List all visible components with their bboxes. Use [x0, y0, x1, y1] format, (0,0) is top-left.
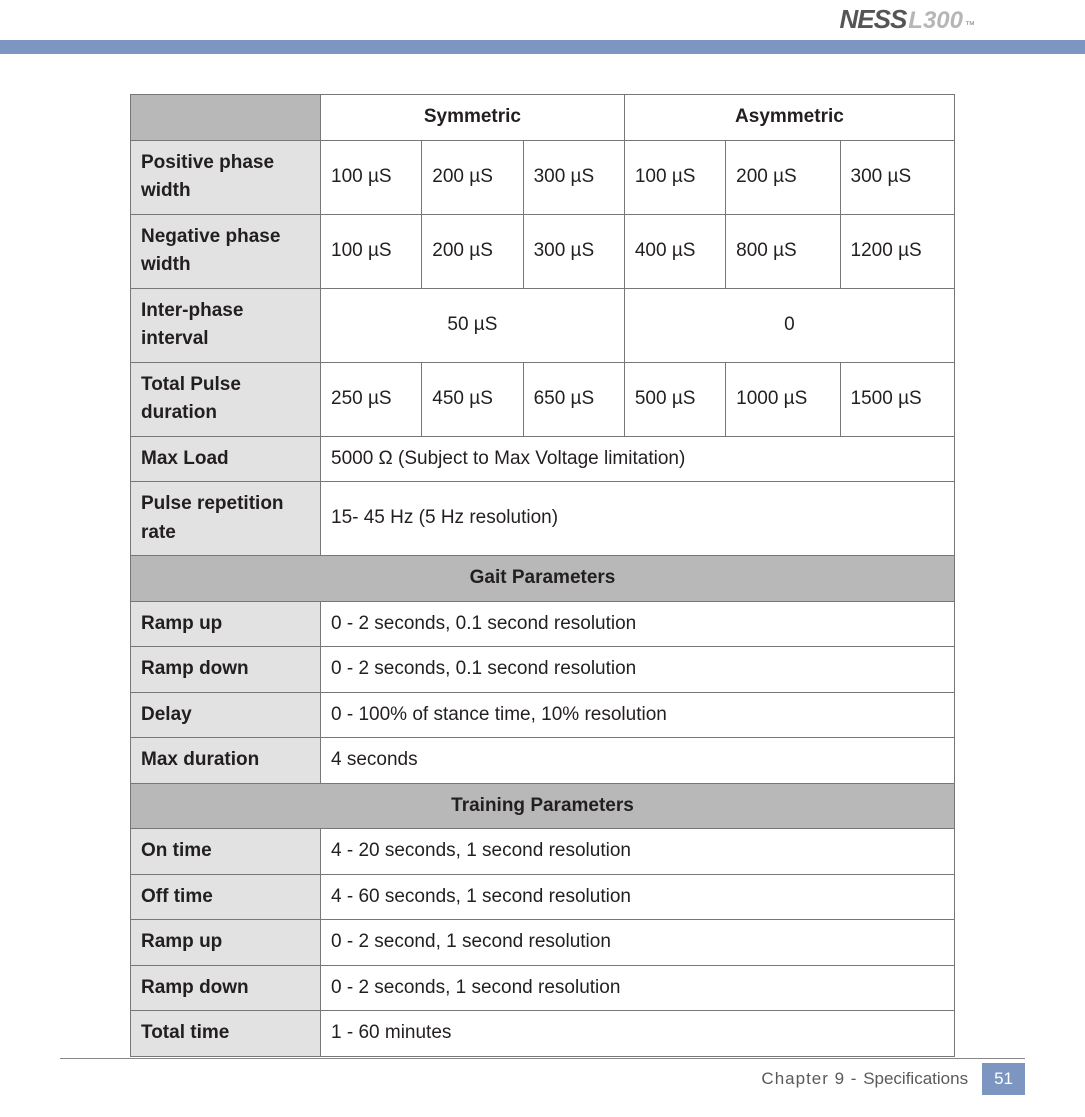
col-header-asymmetric: Asymmetric	[624, 95, 954, 141]
cell: 500 µS	[624, 362, 725, 436]
cell: 300 µS	[840, 140, 954, 214]
row-label: Ramp down	[131, 647, 321, 693]
cell-merged: 0	[624, 288, 954, 362]
row-label: Off time	[131, 874, 321, 920]
cell-merged: 0 - 2 second, 1 second resolution	[321, 920, 955, 966]
row-pulse-repetition: Pulse repetition rate 15- 45 Hz (5 Hz re…	[131, 482, 955, 556]
header-empty-cell	[131, 95, 321, 141]
row-gait-ramp-up: Ramp up 0 - 2 seconds, 0.1 second resolu…	[131, 601, 955, 647]
footer-section: Specifications	[863, 1069, 968, 1088]
row-label: Max Load	[131, 436, 321, 482]
row-label: On time	[131, 829, 321, 875]
row-training-ramp-up: Ramp up 0 - 2 second, 1 second resolutio…	[131, 920, 955, 966]
cell-merged: 1 - 60 minutes	[321, 1011, 955, 1057]
row-training-off-time: Off time 4 - 60 seconds, 1 second resolu…	[131, 874, 955, 920]
cell-merged: 0 - 2 seconds, 0.1 second resolution	[321, 647, 955, 693]
page-footer: Chapter 9 - Specifications 51	[60, 1058, 1025, 1095]
row-label: Negative phase width	[131, 214, 321, 288]
row-label: Ramp down	[131, 965, 321, 1011]
footer-chapter-text: Chapter 9 - Specifications	[761, 1063, 982, 1095]
page: NESS L300 ™ Symmetric Asymmetric Positiv…	[0, 0, 1085, 1117]
header-blue-bar	[0, 40, 1085, 54]
cell: 300 µS	[523, 214, 624, 288]
row-positive-phase: Positive phase width 100 µS 200 µS 300 µ…	[131, 140, 955, 214]
section-title: Gait Parameters	[131, 556, 955, 602]
cell: 200 µS	[422, 214, 523, 288]
cell-merged: 0 - 2 seconds, 1 second resolution	[321, 965, 955, 1011]
footer-chapter-label: Chapter 9 -	[761, 1069, 863, 1088]
cell: 400 µS	[624, 214, 725, 288]
row-max-load: Max Load 5000 Ω (Subject to Max Voltage …	[131, 436, 955, 482]
cell-merged: 4 - 20 seconds, 1 second resolution	[321, 829, 955, 875]
footer-page-number: 51	[982, 1063, 1025, 1095]
row-label: Max duration	[131, 738, 321, 784]
cell: 100 µS	[624, 140, 725, 214]
cell-merged: 4 seconds	[321, 738, 955, 784]
row-label: Delay	[131, 692, 321, 738]
row-gait-max-duration: Max duration 4 seconds	[131, 738, 955, 784]
row-total-pulse: Total Pulse duration 250 µS 450 µS 650 µ…	[131, 362, 955, 436]
col-header-symmetric: Symmetric	[321, 95, 625, 141]
row-label: Inter-phase interval	[131, 288, 321, 362]
row-label: Total Pulse duration	[131, 362, 321, 436]
logo-brand-text: NESS	[839, 4, 906, 35]
cell-merged: 4 - 60 seconds, 1 second resolution	[321, 874, 955, 920]
row-gait-ramp-down: Ramp down 0 - 2 seconds, 0.1 second reso…	[131, 647, 955, 693]
row-inter-phase: Inter-phase interval 50 µS 0	[131, 288, 955, 362]
cell-merged: 0 - 100% of stance time, 10% resolution	[321, 692, 955, 738]
cell-merged: 0 - 2 seconds, 0.1 second resolution	[321, 601, 955, 647]
cell: 250 µS	[321, 362, 422, 436]
cell: 100 µS	[321, 214, 422, 288]
row-label: Ramp up	[131, 920, 321, 966]
row-training-ramp-down: Ramp down 0 - 2 seconds, 1 second resolu…	[131, 965, 955, 1011]
cell: 300 µS	[523, 140, 624, 214]
row-label: Positive phase width	[131, 140, 321, 214]
section-title: Training Parameters	[131, 783, 955, 829]
section-training-header: Training Parameters	[131, 783, 955, 829]
cell-merged: 5000 Ω (Subject to Max Voltage limitatio…	[321, 436, 955, 482]
cell-merged: 50 µS	[321, 288, 625, 362]
cell: 450 µS	[422, 362, 523, 436]
cell: 1500 µS	[840, 362, 954, 436]
cell: 200 µS	[422, 140, 523, 214]
row-label: Pulse repetition rate	[131, 482, 321, 556]
cell: 650 µS	[523, 362, 624, 436]
specifications-table: Symmetric Asymmetric Positive phase widt…	[130, 94, 955, 1057]
row-training-total-time: Total time 1 - 60 minutes	[131, 1011, 955, 1057]
row-training-on-time: On time 4 - 20 seconds, 1 second resolut…	[131, 829, 955, 875]
cell: 1000 µS	[726, 362, 840, 436]
cell-merged: 15- 45 Hz (5 Hz resolution)	[321, 482, 955, 556]
row-label: Total time	[131, 1011, 321, 1057]
cell: 100 µS	[321, 140, 422, 214]
row-gait-delay: Delay 0 - 100% of stance time, 10% resol…	[131, 692, 955, 738]
brand-logo: NESS L300 ™	[839, 4, 975, 35]
cell: 1200 µS	[840, 214, 954, 288]
table-header-row: Symmetric Asymmetric	[131, 95, 955, 141]
row-label: Ramp up	[131, 601, 321, 647]
row-negative-phase: Negative phase width 100 µS 200 µS 300 µ…	[131, 214, 955, 288]
logo-trademark: ™	[965, 20, 975, 31]
logo-model-text: L300	[908, 7, 963, 35]
cell: 200 µS	[726, 140, 840, 214]
section-gait-header: Gait Parameters	[131, 556, 955, 602]
content-area: Symmetric Asymmetric Positive phase widt…	[0, 54, 1085, 1057]
page-header: NESS L300 ™	[0, 0, 1085, 40]
cell: 800 µS	[726, 214, 840, 288]
